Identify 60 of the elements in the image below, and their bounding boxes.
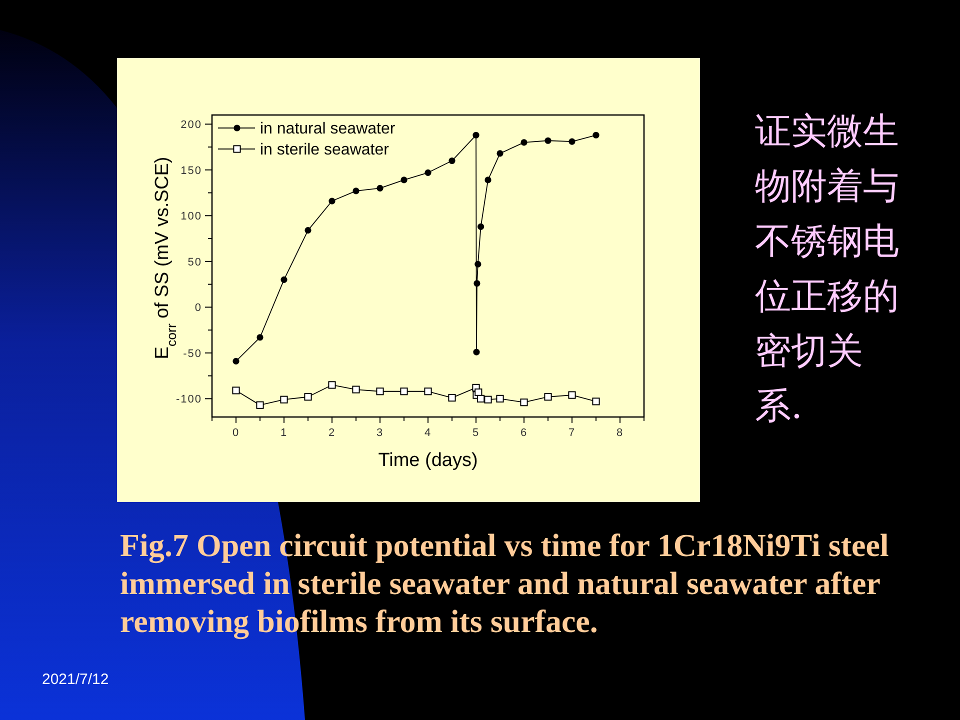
x-tick-label: 5 xyxy=(472,427,480,439)
point xyxy=(328,381,336,389)
legend-label: in sterile seawater xyxy=(260,142,390,158)
x-tick-label: 6 xyxy=(520,427,528,439)
x-tick-label: 4 xyxy=(424,427,432,439)
y-tick-label: 150 xyxy=(180,164,202,177)
text: 证实微生物附着与不锈钢电位正移的密切关系. xyxy=(755,110,900,429)
point xyxy=(400,388,408,396)
point xyxy=(520,139,528,146)
point xyxy=(477,394,485,402)
point xyxy=(304,393,312,401)
point xyxy=(544,393,552,401)
point xyxy=(328,198,336,204)
x-tick-label: 3 xyxy=(376,427,384,439)
x-tick-label: 0 xyxy=(232,427,240,439)
point xyxy=(424,388,432,396)
point xyxy=(304,227,312,234)
point xyxy=(496,394,504,402)
y-tick-label: 0 xyxy=(194,302,202,314)
y-tick-label: -50 xyxy=(183,348,202,360)
point xyxy=(474,388,482,396)
y-tick-label: 200 xyxy=(180,119,202,132)
point xyxy=(568,391,576,399)
point xyxy=(376,184,384,192)
point xyxy=(484,176,492,184)
x-axis-title: Time (days) xyxy=(378,450,478,471)
point xyxy=(568,138,576,145)
point xyxy=(256,401,264,409)
point xyxy=(484,396,492,404)
point xyxy=(592,132,600,138)
point xyxy=(520,398,528,406)
point xyxy=(256,334,264,341)
point xyxy=(472,132,480,138)
point xyxy=(474,280,480,287)
point xyxy=(232,386,240,394)
y-tick-label: 100 xyxy=(180,210,202,223)
point xyxy=(424,169,432,176)
point xyxy=(478,223,484,230)
point xyxy=(352,386,360,394)
y-tick-label: -100 xyxy=(176,394,202,406)
text: 2021/7/12 xyxy=(42,670,110,690)
point xyxy=(376,388,384,396)
point xyxy=(400,176,408,184)
point xyxy=(544,137,552,144)
y-tick-label: 50 xyxy=(188,256,202,268)
x-tick-label: 7 xyxy=(568,427,576,439)
point xyxy=(280,396,288,404)
point xyxy=(473,348,480,356)
x-tick-label: 1 xyxy=(280,427,288,439)
x-tick-label: 2 xyxy=(328,427,336,439)
point xyxy=(448,394,456,402)
point xyxy=(496,150,504,157)
point xyxy=(352,188,360,194)
point xyxy=(448,157,456,164)
point xyxy=(474,260,482,268)
point xyxy=(592,398,600,406)
legend-label: in natural seawater xyxy=(260,120,396,138)
point xyxy=(280,276,288,284)
point xyxy=(232,358,240,364)
x-tick-label: 8 xyxy=(616,427,624,439)
